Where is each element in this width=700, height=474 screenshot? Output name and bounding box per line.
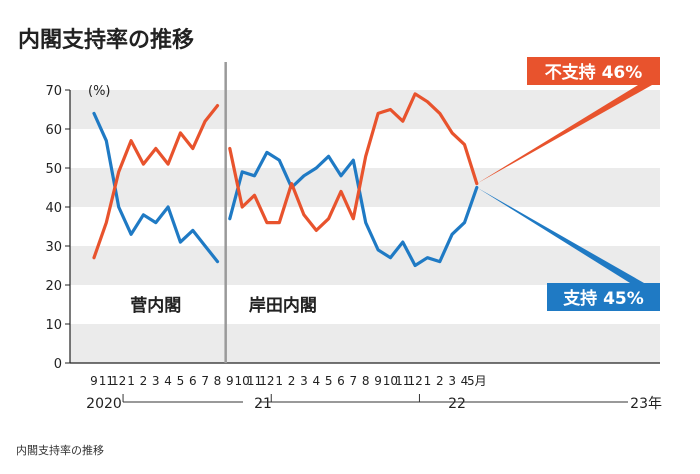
chart-title: 内閣支持率の推移 — [18, 27, 194, 53]
figure-caption: 内閣支持率の推移 — [16, 442, 104, 458]
x-tick-label: 6 — [337, 374, 345, 388]
x-tick-label: 7 — [201, 374, 209, 388]
x-tick-label: 4 — [312, 374, 320, 388]
grid-band — [70, 90, 660, 129]
y-tick-label: 20 — [45, 279, 62, 294]
callout-label: 不支持 46% — [545, 62, 643, 83]
y-tick-label: 70 — [45, 84, 62, 99]
grid-bands — [70, 90, 660, 363]
x-tick-label: 2 — [288, 374, 296, 388]
x-tick-label: 5月 — [467, 374, 487, 388]
line-chart: 内閣支持率の推移 010203040506070 (%) 菅内閣 岸田内閣 9 111… — [0, 0, 700, 474]
x-tick-label: 12 — [407, 374, 422, 388]
year-label: 2020 — [86, 396, 122, 412]
x-tick-label: 1 — [424, 374, 432, 388]
cabinet-label: 岸田内閣 — [249, 295, 317, 316]
y-tick-label: 30 — [45, 240, 62, 255]
callout-label: 支持 45% — [563, 288, 644, 309]
x-tick-label: 3 — [448, 374, 456, 388]
year-label: 21 — [254, 396, 272, 412]
x-tick-label: 5 — [325, 374, 333, 388]
grid-band — [70, 246, 660, 285]
x-tick-label: 2 — [140, 374, 148, 388]
x-tick-label: 1 — [127, 374, 135, 388]
x-tick-label: 3 — [300, 374, 308, 388]
x-tick-label: 9 — [90, 374, 98, 388]
x-tick-label: 4 — [164, 374, 172, 388]
year-label: 23年 — [630, 396, 662, 412]
grid-band — [70, 324, 660, 363]
cabinet-labels: 菅内閣 岸田内閣 — [130, 295, 317, 316]
x-tick-label: 7 — [350, 374, 358, 388]
x-tick-label: 12 — [111, 374, 126, 388]
x-tick-label: 2 — [436, 374, 444, 388]
x-tick-label: 8 — [362, 374, 370, 388]
x-tick-label: 6 — [189, 374, 197, 388]
y-tick-label: 40 — [45, 201, 62, 216]
y-tick-label: 50 — [45, 162, 62, 177]
y-unit-label: (%) — [88, 84, 111, 99]
year-label: 22 — [448, 396, 466, 412]
x-tick-label: 1 — [275, 374, 283, 388]
grid-band — [70, 168, 660, 207]
x-tick-label: 3 — [152, 374, 160, 388]
x-tick-label: 12 — [259, 374, 274, 388]
x-tick-label: 8 — [214, 374, 222, 388]
x-tick-label: 9 — [226, 374, 234, 388]
y-tick-label: 60 — [45, 123, 62, 138]
y-tick-label: 10 — [45, 318, 62, 333]
cabinet-label: 菅内閣 — [130, 295, 181, 316]
x-tick-label: 9 — [374, 374, 382, 388]
y-tick-label: 0 — [54, 357, 62, 372]
x-tick-label: 5 — [177, 374, 185, 388]
